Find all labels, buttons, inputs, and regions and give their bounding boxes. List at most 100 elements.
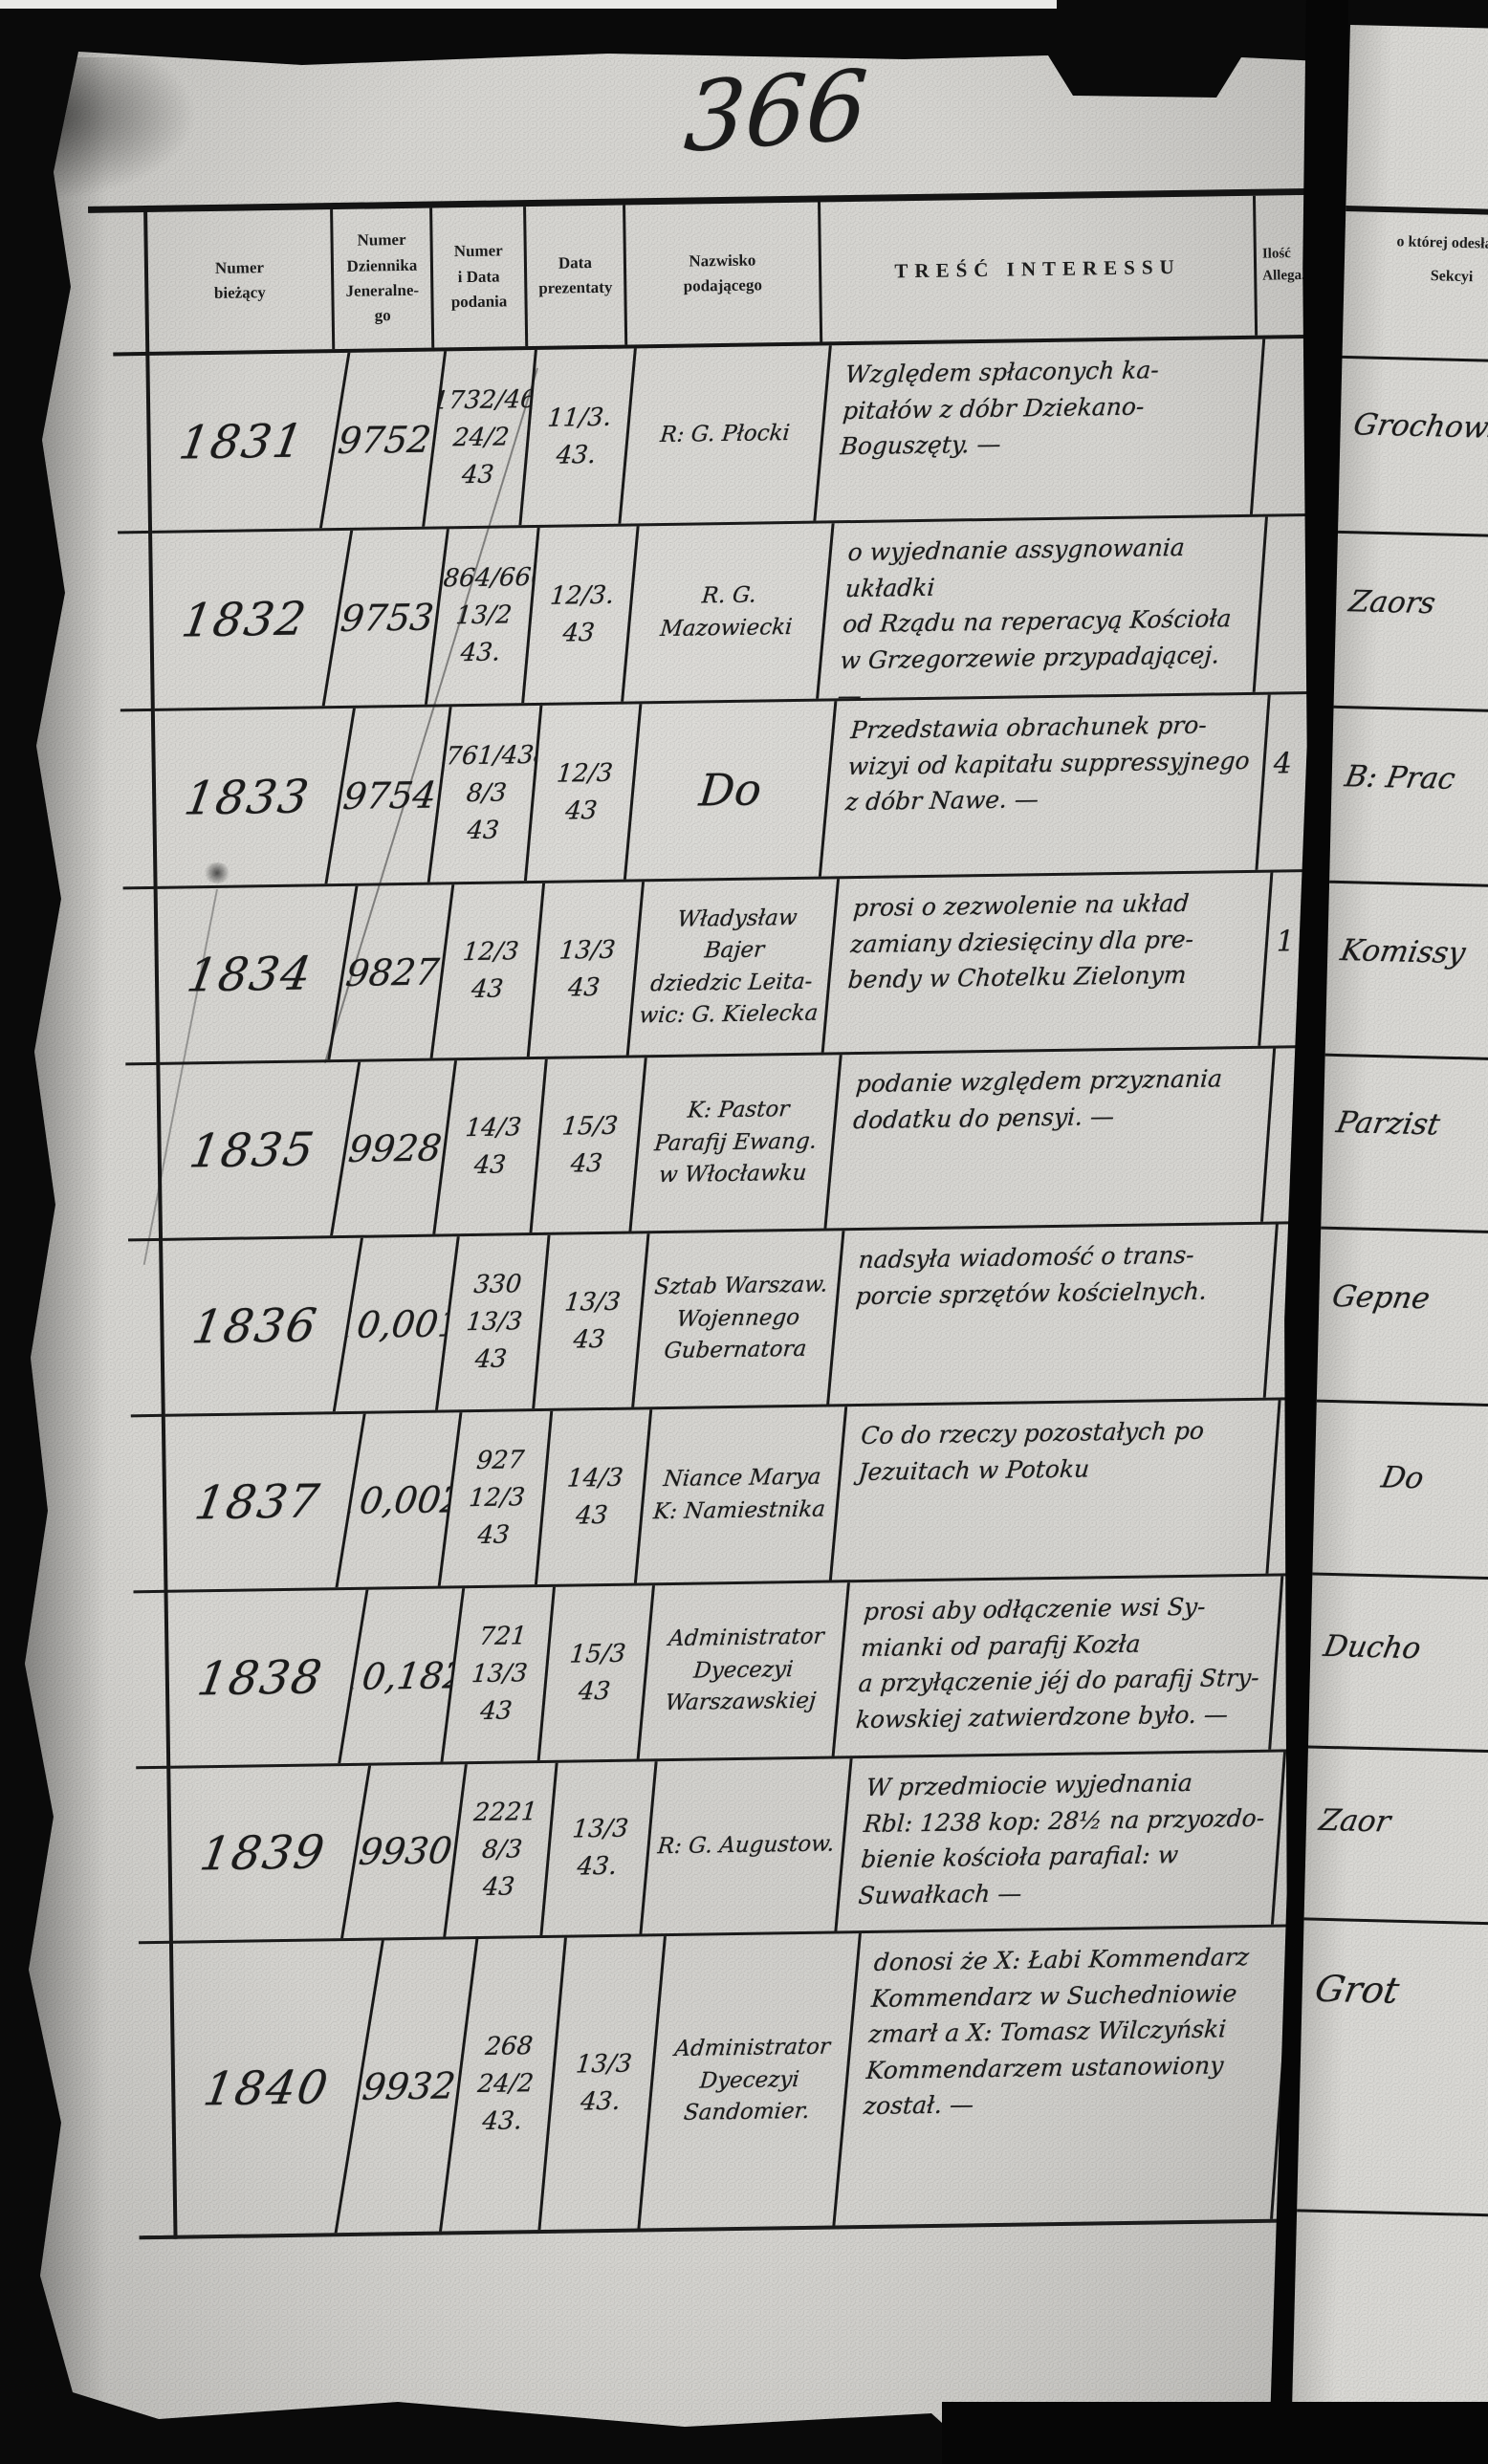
sekcya-fragment: Grochows — [1350, 407, 1488, 446]
right-page-row-fragment: Do — [1378, 1460, 1488, 1499]
nazwisko-podajacego: R: G. Augustow. — [642, 1758, 853, 1934]
numer-data-podania: 14/3 43 — [438, 1058, 548, 1234]
numer-data-podania: 2221 8/3 43 — [449, 1762, 558, 1937]
data-prezentaty: 13/3 43. — [542, 1761, 658, 1936]
numer-dziennika: 9928 — [336, 1060, 458, 1236]
numer-biezacy: 1832 — [139, 530, 354, 709]
data-prezentaty: 12/3 43 — [526, 704, 643, 882]
col-header-numer-biezacy: Numer bieżący — [147, 209, 336, 352]
nazwisko-podajacego: R: G. Płocki — [621, 345, 832, 524]
numer-data-podania: 927 12/3 43 — [443, 1410, 554, 1586]
right-page-row-fragment: Parzist — [1333, 1105, 1488, 1145]
table-line — [1324, 1053, 1488, 1062]
right-page-row-fragment: Grot — [1311, 1967, 1488, 2015]
nazwisko-podajacego: K: Pastor Parafij Ewang. w Włocławku — [631, 1055, 842, 1232]
sekcya-fragment: Gepne — [1329, 1279, 1433, 1317]
table-row: 1839 9930 2221 8/3 43 13/3 43. R: G. Aug… — [158, 1751, 1320, 1944]
numer-data-podania: 1732/46 24/2 43 — [427, 349, 537, 527]
right-page-row-fragment: Zaors — [1346, 584, 1488, 623]
numer-data-podania: 330 13/3 43 — [441, 1234, 551, 1410]
table-row: 1832 9753 5864/660 13/2 43. 12/3. 43 R. … — [139, 515, 1320, 711]
right-page-row-fragment: Zaor — [1317, 1803, 1488, 1843]
numer-dziennika: 9752 — [325, 351, 448, 529]
table-line — [1342, 355, 1488, 364]
numer-dziennika: 10,001 — [339, 1236, 460, 1412]
tresc-interessu: nadsyła wiadomość o trans- porcie sprzęt… — [830, 1224, 1279, 1405]
registry-table: Numer bieżący Numer Dziennika Jeneralne-… — [88, 187, 1320, 2240]
col-header-numer-dziennika: Numer Dziennika Jeneralne- go — [333, 207, 435, 350]
numer-dziennika: 10,182 — [343, 1588, 466, 1764]
nazwisko-podajacego: Administrator Dyecezyi Sandomier. — [640, 1933, 862, 2229]
table-row: 1833 9754 14761/4388 8/3 43 12/3 43 Do P… — [142, 693, 1320, 889]
scan-black-corner — [942, 2402, 1488, 2464]
data-prezentaty: 15/3 43 — [539, 1585, 655, 1761]
nazwisko-podajacego: Administrator Dyecezyi Warszawskiej — [639, 1582, 850, 1759]
sekcya-fragment: Komissy — [1338, 933, 1469, 971]
table-row: 1831 9752 1732/46 24/2 43 11/3. 43. R: G… — [136, 338, 1317, 534]
sekcya-fragment: Do — [1378, 1460, 1427, 1496]
numer-dziennika: 9827 — [333, 884, 455, 1060]
table-row: 1837 10,002 927 12/3 43 14/3 43 Niance M… — [152, 1399, 1320, 1593]
numer-dziennika: 9753 — [327, 529, 449, 707]
table-line — [1303, 1917, 1488, 1927]
numer-biezacy: 1831 — [136, 352, 351, 532]
tresc-interessu: prosi o zezwolenie na układ zamiany dzie… — [825, 872, 1274, 1053]
numer-biezacy: 1838 — [155, 1589, 369, 1766]
data-prezentaty: 13/3 43 — [529, 882, 646, 1058]
table-line — [1312, 1572, 1488, 1581]
table-header-row: Numer bieżący Numer Dziennika Jeneralne-… — [147, 194, 1315, 356]
nazwisko-podajacego: Do — [625, 701, 838, 880]
nazwisko-podajacego: Niance Marya K: Namiestnika — [636, 1406, 848, 1583]
numer-biezacy: 1836 — [149, 1237, 364, 1415]
numer-data-podania: 5864/660 13/2 43. — [430, 527, 540, 705]
scan-edge-strip — [0, 0, 1057, 9]
tresc-interessu: Co do rzeczy pozostałych po Jezuitach w … — [833, 1400, 1281, 1581]
tresc-interessu: Względem spłaconych ka- pitałów z dóbr D… — [817, 338, 1266, 521]
numer-dziennika: 10,002 — [340, 1412, 463, 1588]
corner-smudge — [25, 57, 197, 201]
nazwisko-podajacego: Władysław Bajer dziedzic Leita- wic: G. … — [628, 879, 841, 1056]
right-page-row-fragment: Komissy — [1338, 933, 1488, 972]
numer-data-podania: 12/3 43 — [435, 883, 546, 1058]
table-row: 1836 10,001 330 13/3 43 13/3 43 Sztab Wa… — [149, 1223, 1320, 1417]
col-header-numer-data-podania: Numer i Data podania — [432, 207, 529, 348]
tresc-interessu: prosi aby odłączenie wsi Sy- mianki od p… — [836, 1576, 1284, 1756]
ledger-left-page: 366 Numer bieżący Numer Dziennika Jenera… — [25, 48, 1320, 2457]
nazwisko-podajacego: R. G. Mazowiecki — [624, 523, 835, 702]
table-line — [1321, 1226, 1488, 1235]
page-number: 366 — [681, 48, 871, 175]
table-line — [1338, 530, 1488, 539]
right-page-row-fragment: Gepne — [1329, 1279, 1488, 1319]
tresc-interessu: W przedmiocie wyjednania Rbl: 1238 kop: … — [838, 1752, 1286, 1931]
nazwisko-podajacego: Sztab Warszaw. Wojennego Gubernatora — [634, 1231, 845, 1407]
numer-data-podania: 721 13/3 43 — [446, 1586, 556, 1762]
col-header-sekcya: o której odesłano Sekcyi — [1396, 233, 1488, 286]
tresc-interessu: podanie względem przyznania dodatku do p… — [828, 1048, 1277, 1229]
sekcya-fragment: B: Prac — [1342, 759, 1458, 796]
table-line — [1333, 705, 1488, 714]
col-header-nazwisko: Nazwisko podającego — [625, 202, 823, 345]
torn-edge-shadow — [25, 52, 106, 2457]
sekcya-fragment: Ducho — [1321, 1628, 1424, 1667]
sekcya-fragment: Grot — [1311, 1967, 1403, 2012]
table-row: 1840 9932 268 24/2 43. 13/3 43. Administ… — [151, 1927, 1320, 2236]
data-prezentaty: 15/3 43 — [532, 1058, 647, 1233]
sekcya-fragment: Parzist — [1333, 1105, 1443, 1143]
data-prezentaty: 12/3. 43 — [524, 526, 640, 704]
numer-biezacy: 1837 — [152, 1413, 366, 1591]
col-header-tresc-interessu: TREŚĆ INTERESSU — [821, 195, 1258, 342]
data-prezentaty: 14/3 43 — [536, 1409, 653, 1585]
right-page-row-fragment: Ducho — [1321, 1628, 1488, 1668]
table-line — [1316, 1399, 1488, 1408]
sekcya-fragment: Zaors — [1346, 584, 1438, 621]
table-line — [1329, 880, 1488, 889]
right-page-row-fragment: Grochows — [1350, 407, 1488, 447]
numer-dziennika: 9754 — [330, 707, 452, 884]
col-header-data-prezentaty: Data prezentaty — [526, 205, 628, 347]
tresc-interessu: donosi że X: Łabi Kommendarz Kommendarz … — [838, 1927, 1295, 2226]
tresc-interessu: o wyjednanie assygnowania układki od Rzą… — [820, 516, 1268, 699]
tresc-interessu: Przedstawia obrachunek pro- wizyi od kap… — [822, 694, 1271, 877]
table-row: 1835 9928 14/3 43 15/3 43 K: Pastor Para… — [147, 1047, 1320, 1241]
right-page-row-fragment: B: Prac — [1342, 759, 1488, 798]
